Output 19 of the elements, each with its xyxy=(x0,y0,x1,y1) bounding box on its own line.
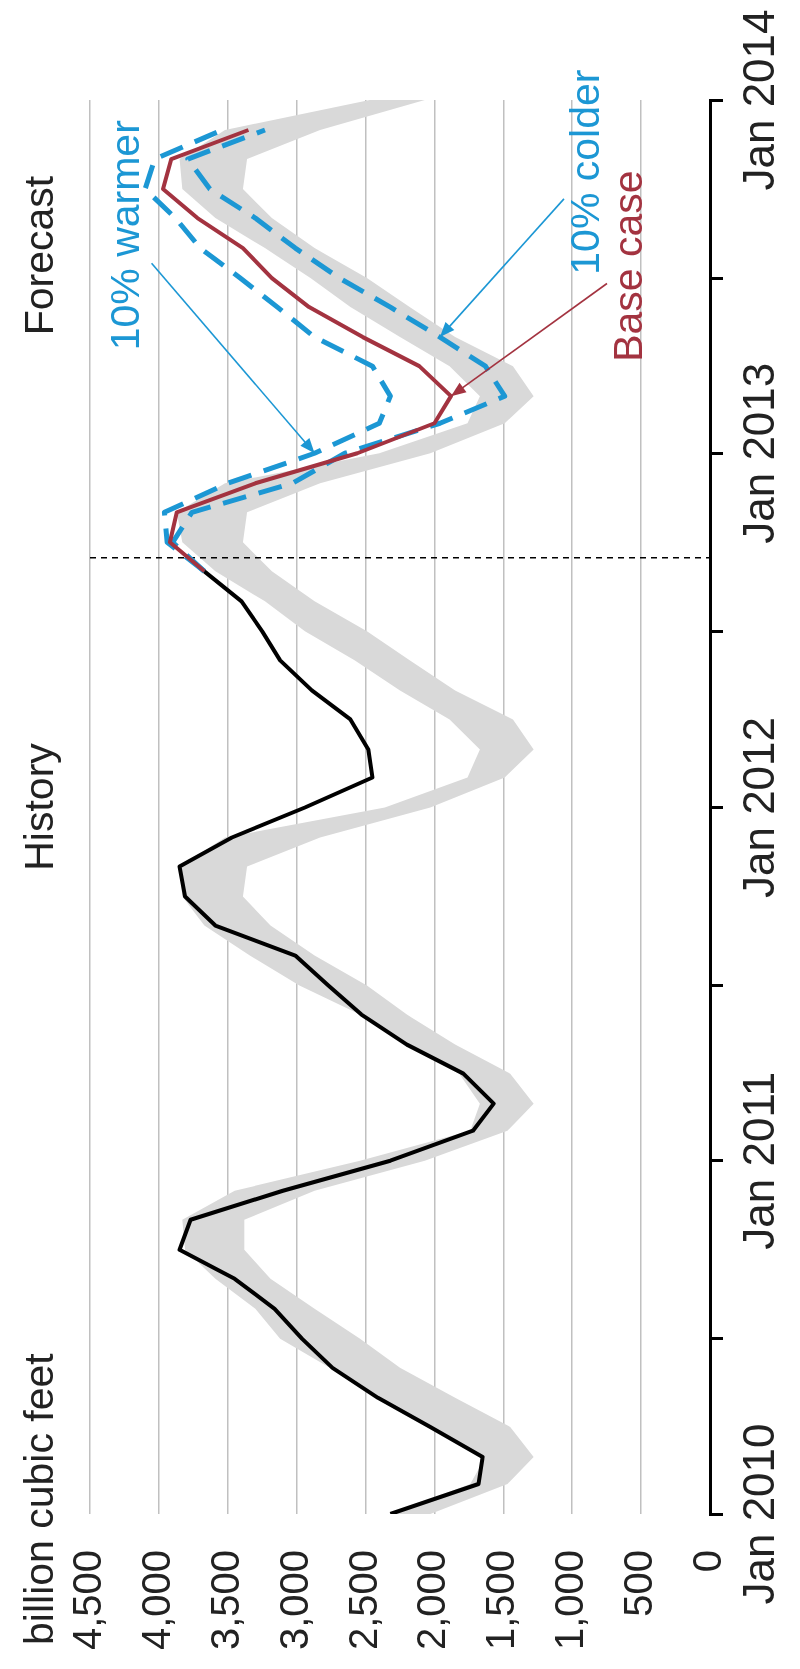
y-tick-label: Jan 2014 xyxy=(734,9,784,191)
x-tick-label: 2,000 xyxy=(409,1550,454,1651)
y-tick-label: Jan 2012 xyxy=(734,716,784,899)
x-tick-label: 500 xyxy=(616,1550,661,1617)
x-tick-label: 1,500 xyxy=(478,1550,523,1651)
x-tick-label: 4,500 xyxy=(65,1550,110,1651)
x-tick-label: 3,000 xyxy=(271,1550,316,1651)
y-tick-label: Jan 2010 xyxy=(734,1423,784,1605)
x-tick-label: 3,500 xyxy=(202,1550,247,1651)
annotation: 10% warmer xyxy=(101,120,148,351)
y-axis-title: billion cubic feet xyxy=(16,1352,63,1645)
x-tick-label: 2,500 xyxy=(340,1550,385,1651)
y-tick-label: Jan 2011 xyxy=(734,1071,784,1250)
text: Forecast xyxy=(16,175,63,336)
text: History xyxy=(16,742,63,871)
x-tick-label: 4,000 xyxy=(133,1550,178,1651)
x-tick-label: 0 xyxy=(685,1550,730,1573)
x-tick-label: 1,000 xyxy=(547,1550,592,1651)
y-tick-label: Jan 2013 xyxy=(734,362,784,544)
